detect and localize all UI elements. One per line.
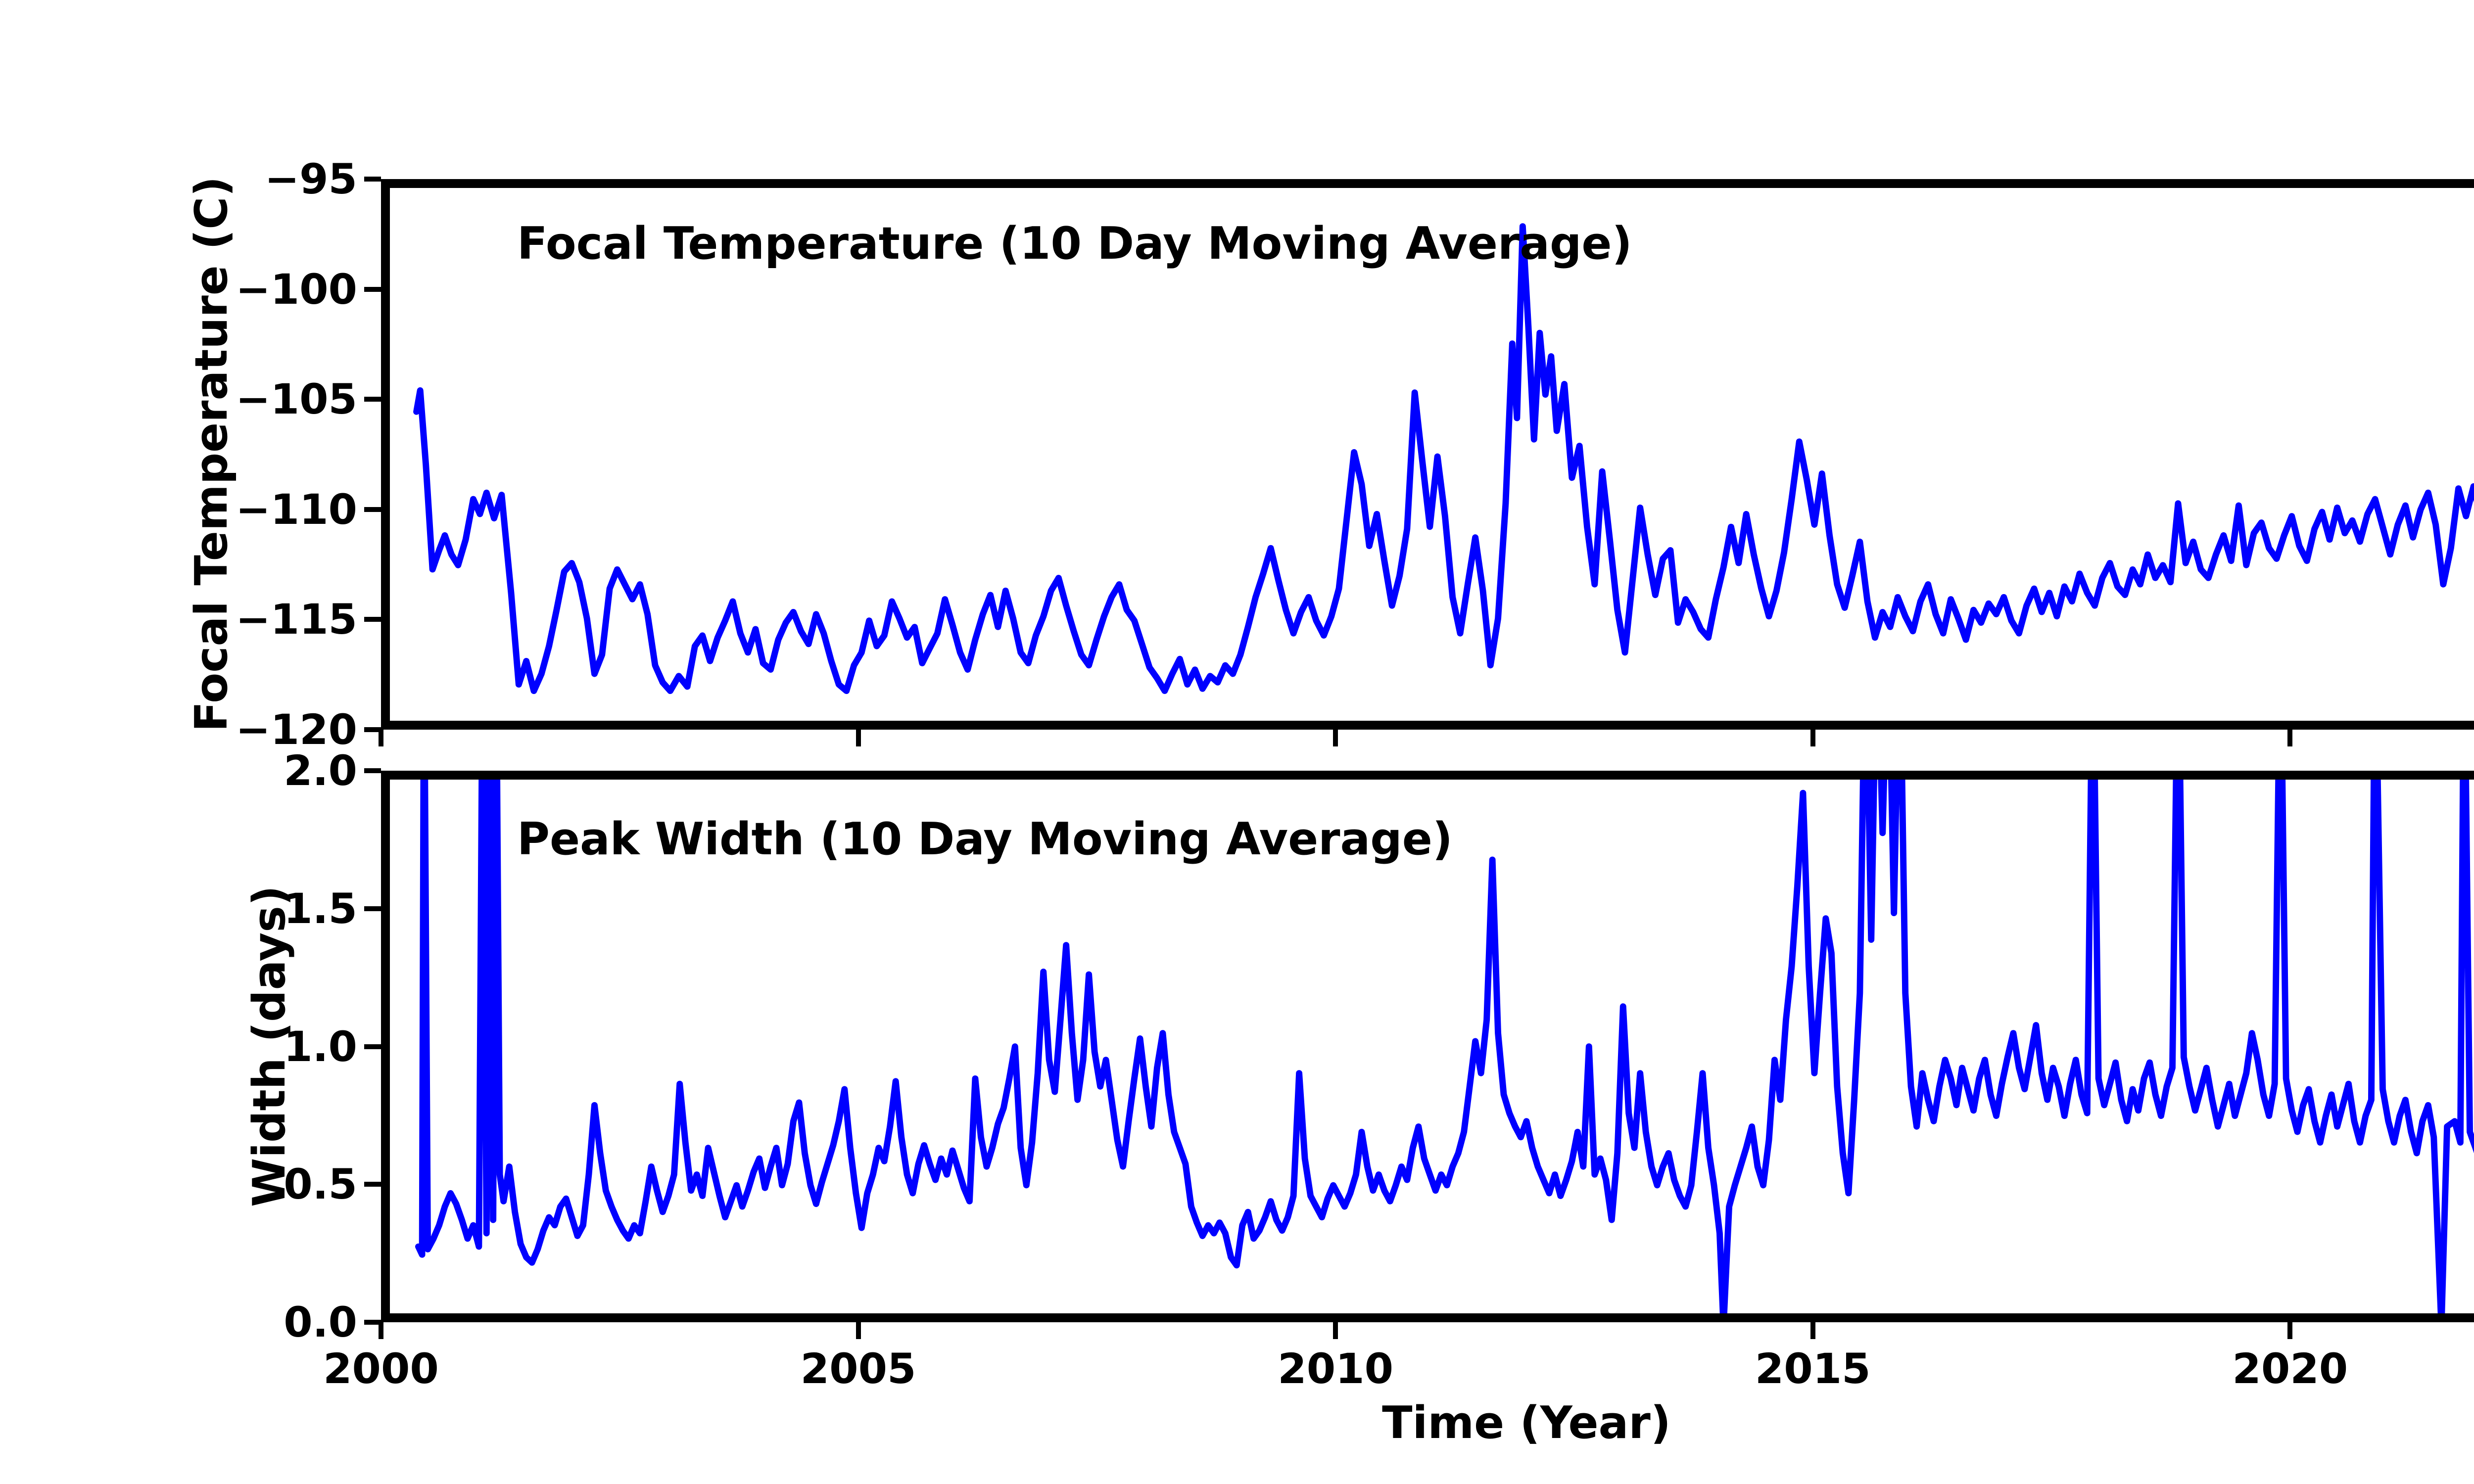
- y-tick-label: 0.5: [284, 1160, 357, 1209]
- x-tick-mark: [856, 1322, 861, 1339]
- x-tick-mark: [1810, 730, 1815, 746]
- x-tick-label: 2015: [1755, 1345, 1871, 1393]
- y-tick-label: 1.5: [284, 884, 357, 933]
- y-tick-mark: [364, 1182, 381, 1187]
- x-axis-label: Time (Year): [1382, 1397, 1671, 1449]
- x-tick-label: 2020: [2232, 1345, 2348, 1393]
- y-tick-label: 0.0: [284, 1298, 357, 1346]
- y-tick-label: −100: [236, 265, 357, 314]
- temperature-plot-title: Focal Temperature (10 Day Moving Average…: [517, 218, 1632, 270]
- x-tick-mark: [1333, 730, 1338, 746]
- y-tick-mark: [364, 906, 381, 911]
- peak-width-series-line: [415, 780, 2474, 1313]
- y-tick-mark: [364, 1044, 381, 1049]
- y-tick-label: 2.0: [284, 746, 357, 795]
- x-tick-mark: [2287, 730, 2293, 746]
- x-tick-mark: [856, 730, 861, 746]
- x-tick-mark: [1810, 1322, 1815, 1339]
- y-tick-mark: [364, 397, 381, 402]
- peak-width-plot-title: Peak Width (10 Day Moving Average): [517, 813, 1453, 865]
- x-tick-label: 2010: [1278, 1345, 1394, 1393]
- y-tick-mark: [364, 727, 381, 732]
- y-tick-mark: [364, 617, 381, 622]
- temperature-series-line: [413, 223, 2474, 695]
- y-tick-label: −110: [236, 485, 357, 534]
- y-tick-label: 1.0: [284, 1022, 357, 1071]
- x-tick-mark: [1333, 1322, 1338, 1339]
- y-tick-mark: [364, 286, 381, 292]
- x-tick-mark: [379, 730, 383, 746]
- x-tick-label: 2005: [800, 1345, 916, 1393]
- y-tick-mark: [364, 177, 381, 182]
- x-tick-label: 2000: [323, 1345, 439, 1393]
- y-tick-label: −120: [236, 705, 357, 754]
- temperature-y-axis-label: Focal Temperature (C): [186, 176, 238, 732]
- y-tick-mark: [364, 768, 381, 773]
- y-tick-label: −95: [264, 155, 357, 203]
- temperature-plot-axes: [381, 179, 2474, 730]
- peak-width-plot-axes: [381, 771, 2474, 1322]
- x-tick-mark: [2287, 1322, 2293, 1339]
- y-tick-mark: [364, 507, 381, 512]
- y-tick-label: −105: [236, 375, 357, 424]
- y-tick-mark: [364, 1320, 381, 1325]
- y-tick-label: −115: [236, 595, 357, 644]
- x-tick-mark: [379, 1322, 383, 1339]
